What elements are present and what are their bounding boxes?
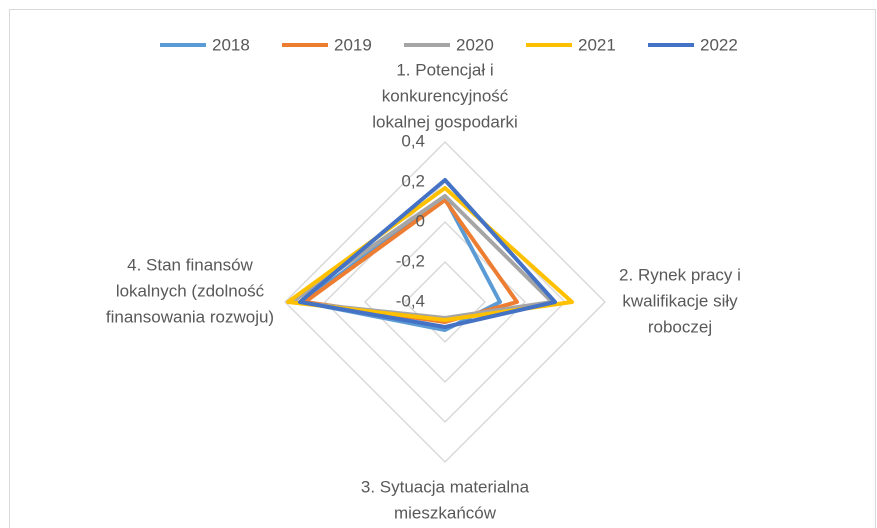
axis-label: 3. Sytuacja materialna — [361, 477, 530, 496]
axis-label: 2. Rynek pracy i — [619, 265, 741, 284]
tick-label: 0 — [416, 211, 425, 230]
axis-label: lokalnej gospodarki — [372, 112, 518, 131]
axis-label: lokalnych (zdolność — [116, 281, 265, 300]
axis-label: 1. Potencjał i — [396, 60, 493, 79]
legend-label: 2021 — [578, 35, 616, 54]
chart-border — [9, 9, 876, 528]
axis-label: 4. Stan finansów — [127, 255, 253, 274]
axis-label: konkurencyjność — [382, 86, 509, 105]
legend-label: 2019 — [334, 35, 372, 54]
tick-label: 0,4 — [401, 131, 425, 150]
grid-ring — [403, 260, 487, 344]
axis-label: roboczej — [648, 317, 712, 336]
series-line — [286, 186, 574, 322]
grid-ring — [283, 140, 607, 464]
tick-label: -0,4 — [396, 291, 425, 310]
legend-label: 2022 — [700, 35, 738, 54]
series-line — [303, 198, 519, 324]
axis-label: kwalifikacje siły — [622, 291, 738, 310]
series-line — [298, 178, 557, 329]
tick-label: -0,2 — [396, 251, 425, 270]
tick-label: 0,2 — [401, 171, 425, 190]
legend-label: 2020 — [456, 35, 494, 54]
axis-label: finansowania rozwoju) — [106, 307, 274, 326]
legend-label: 2018 — [212, 35, 250, 54]
axis-label: mieszkańców — [394, 503, 497, 522]
